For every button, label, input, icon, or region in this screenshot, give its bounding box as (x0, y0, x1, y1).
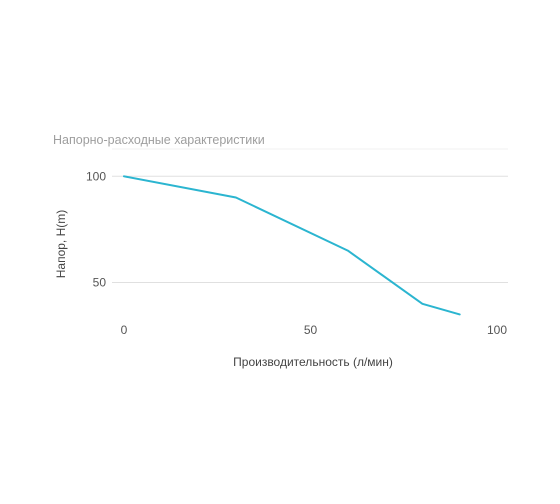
y-tick-labels: 50 100 (86, 169, 106, 289)
x-tick-label: 50 (304, 323, 318, 337)
series-line-0 (123, 175, 461, 316)
y-tick-label: 100 (86, 169, 106, 183)
grid-lines (112, 148, 508, 283)
x-tick-label: 0 (121, 323, 128, 337)
series-layer (123, 175, 461, 316)
y-axis-label: Напор, H(m) (54, 210, 68, 279)
x-tick-label: 100 (487, 323, 507, 337)
x-tick-labels: 0 50 100 (121, 323, 508, 337)
chart-title: Напорно-расходные характеристики (53, 133, 265, 147)
x-axis-label: Производительность (л/мин) (233, 355, 393, 369)
y-tick-label: 50 (93, 276, 107, 290)
